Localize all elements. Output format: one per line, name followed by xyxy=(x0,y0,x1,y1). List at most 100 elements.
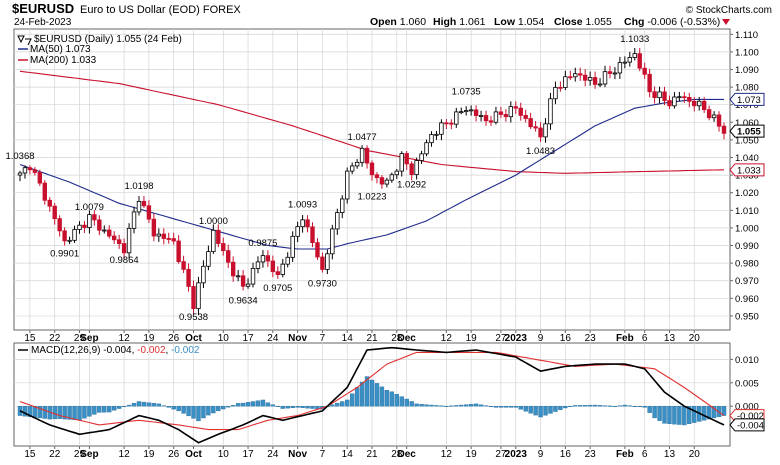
ma200-line xyxy=(19,70,725,174)
macd-histogram-bar xyxy=(597,405,603,407)
candle-body xyxy=(374,174,380,179)
legend-ma200: MA(200) 1.033 xyxy=(30,55,97,66)
x-tick-label: 26 xyxy=(168,333,180,344)
macd-histogram-bar xyxy=(473,403,479,407)
x-tick-label: 20 xyxy=(689,449,701,460)
candle-body xyxy=(578,73,583,76)
macd-histogram-bar xyxy=(711,406,717,419)
x-tick-label: 21 xyxy=(366,333,378,344)
macd-legend: MACD(12,26,9) -0.004, -0.002, -0.002 xyxy=(18,345,200,356)
macd-histogram-bar xyxy=(87,406,92,417)
macd-histogram-bar xyxy=(459,404,464,407)
macd-histogram-bar xyxy=(151,403,157,407)
macd-tag-signal: -0.002 xyxy=(737,411,764,422)
macd-histogram-bar xyxy=(528,406,533,414)
price-annotation: 1.0483 xyxy=(526,146,555,157)
candle-body xyxy=(201,265,206,284)
macd-histogram-bar xyxy=(161,405,166,407)
candle-body xyxy=(697,100,702,107)
price-annotation: 0.9705 xyxy=(263,283,292,294)
x-tick-label: Sep xyxy=(80,449,98,460)
candle-body xyxy=(468,109,474,112)
x-tick-label: 19 xyxy=(466,333,478,344)
candle-body xyxy=(488,120,494,123)
macd-histogram-bar xyxy=(424,404,429,407)
macd-histogram-bar xyxy=(22,406,28,417)
candle-body xyxy=(563,76,568,88)
macd-histogram-bar xyxy=(82,406,87,419)
macd-histogram-bar xyxy=(181,406,186,414)
x-tick-label: Oct xyxy=(185,333,202,344)
macd-histogram-bar xyxy=(573,405,578,407)
macd-histogram-bar xyxy=(513,406,518,408)
price-y-tick-label: 1.040 xyxy=(735,153,759,164)
x-tick-label: 7 xyxy=(320,449,326,460)
macd-histogram-bar xyxy=(136,401,142,407)
macd-histogram-bar xyxy=(300,406,305,408)
candle-body xyxy=(265,255,271,262)
x-tick-label: 28 xyxy=(391,449,403,460)
candle-body xyxy=(17,172,23,176)
candle-body xyxy=(657,91,662,99)
candle-body xyxy=(444,122,449,125)
macd-histogram-bar xyxy=(439,405,444,407)
candle-body xyxy=(459,111,464,114)
macd-histogram-bar xyxy=(647,406,652,413)
candle-body xyxy=(558,86,563,89)
macd-histogram-bar xyxy=(62,406,67,420)
candle-body xyxy=(379,177,385,185)
x-tick-label: 24 xyxy=(267,449,279,460)
price-legend: $EURUSD (Daily) 1.055 (24 Feb) MA(50) 1.… xyxy=(17,34,182,66)
price-y-tick-label: 1.000 xyxy=(735,223,759,234)
macd-histogram-bar xyxy=(77,406,82,421)
candle-body xyxy=(359,147,365,163)
candle-body xyxy=(573,73,578,78)
price-y-tick-label: 0.990 xyxy=(735,241,759,252)
macd-histogram-bar xyxy=(607,405,613,407)
candle-body xyxy=(503,114,509,118)
candle-body xyxy=(627,57,633,63)
macd-histogram-bar xyxy=(394,393,399,407)
x-tick-label: 2023 xyxy=(505,333,528,344)
x-tick-label: 19 xyxy=(143,449,155,460)
x-tick-label: Dec xyxy=(398,449,417,460)
x-tick-label: 17 xyxy=(242,333,254,344)
macd-histogram-bar xyxy=(692,406,697,423)
candle-body xyxy=(419,153,424,161)
candle-body xyxy=(52,205,57,220)
candle-body xyxy=(67,239,72,242)
macd-histogram-bar xyxy=(146,402,152,407)
macd-histogram-bar xyxy=(667,406,672,424)
x-tick-label: 23 xyxy=(585,333,597,344)
candle-body xyxy=(310,226,315,244)
price-y-tick-label: 1.060 xyxy=(735,118,759,129)
macd-histogram-bar xyxy=(592,404,598,407)
macd-histogram-bar xyxy=(141,401,147,407)
x-tick-label: Dec xyxy=(398,333,417,344)
macd-histogram-bar xyxy=(706,406,712,420)
x-tick-label: 29 xyxy=(74,333,86,344)
x-tick-label: 27 xyxy=(495,333,507,344)
candle-body xyxy=(186,268,191,287)
macd-histogram-bar xyxy=(166,406,171,408)
candle-body xyxy=(548,98,553,125)
x-tick-label: 7 xyxy=(320,333,326,344)
price-annotation: 0.9730 xyxy=(308,278,337,289)
macd-histogram-bar xyxy=(27,406,33,417)
macd-histogram-bar xyxy=(379,386,385,407)
macd-histogram-bar xyxy=(230,405,236,407)
x-tick-label: 26 xyxy=(168,449,180,460)
candle-body xyxy=(285,256,290,265)
candle-body xyxy=(171,238,176,242)
macd-histogram xyxy=(17,376,727,426)
candle-body xyxy=(692,100,697,107)
candle-body xyxy=(533,126,538,129)
macd-tag-macd: -0.004 xyxy=(737,420,764,431)
x-tick-label: 19 xyxy=(466,449,478,460)
candle-body xyxy=(721,125,727,134)
macd-histogram-bar xyxy=(330,404,335,407)
macd-histogram-bar xyxy=(399,396,404,407)
x-tick-label: 16 xyxy=(560,449,572,460)
